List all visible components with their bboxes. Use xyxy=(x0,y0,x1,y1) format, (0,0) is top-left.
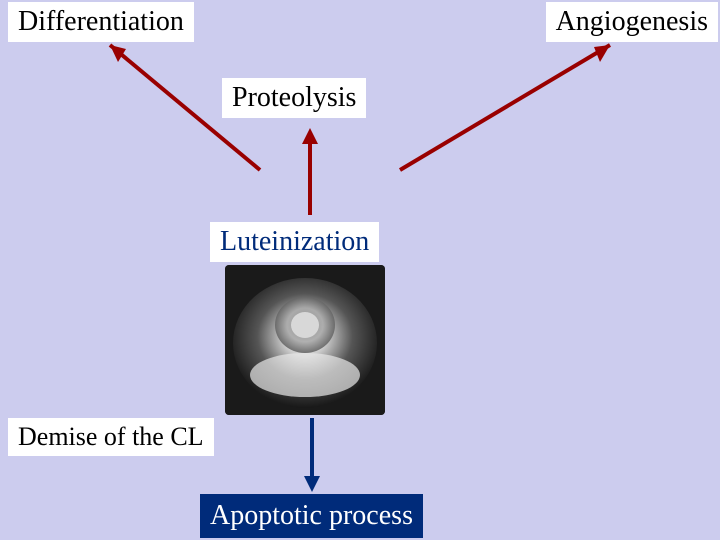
angiogenesis-label: Angiogenesis xyxy=(556,6,708,37)
luteinization-box: Luteinization xyxy=(210,222,379,262)
demise-label: Demise of the CL xyxy=(18,422,204,451)
demise-box: Demise of the CL xyxy=(8,418,214,456)
differentiation-label: Differentiation xyxy=(18,6,184,37)
proteolysis-label: Proteolysis xyxy=(232,82,356,113)
apoptotic-box: Apoptotic process xyxy=(200,494,423,538)
proteolysis-box: Proteolysis xyxy=(222,78,366,118)
apoptotic-label: Apoptotic process xyxy=(210,500,413,531)
microscopy-cell-image xyxy=(225,265,385,415)
angiogenesis-box: Angiogenesis xyxy=(546,2,718,42)
luteinization-label: Luteinization xyxy=(220,226,369,257)
differentiation-box: Differentiation xyxy=(8,2,194,42)
cell-svg xyxy=(225,265,385,415)
